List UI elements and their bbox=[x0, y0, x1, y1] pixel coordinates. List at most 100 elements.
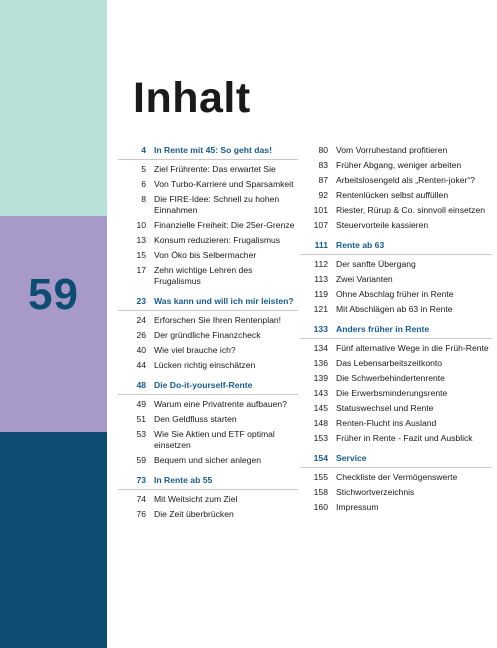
toc-entry-title: Arbeitslosengeld als „Renten-joker“? bbox=[336, 175, 476, 185]
toc-left-column: 4 In Rente mit 45: So geht das! 5 Ziel Früh… bbox=[118, 145, 298, 524]
toc-chapter-entry[interactable]: 154 Service bbox=[300, 453, 492, 464]
chapter-divider bbox=[118, 159, 298, 160]
toc-entry-title: Früher in Rente - Fazit und Ausblick bbox=[336, 433, 473, 443]
toc-page-number: 136 bbox=[313, 358, 328, 368]
toc-page-number: 119 bbox=[314, 289, 328, 299]
toc-entry[interactable]: 155 Checkliste der Vermögenswerte bbox=[300, 472, 492, 483]
toc-page-number: 134 bbox=[313, 343, 328, 353]
toc-entry[interactable]: 121 Mit Abschlägen ab 63 in Rente bbox=[300, 304, 492, 315]
toc-entry-title: Die Erwerbsminderungsrente bbox=[336, 388, 448, 398]
toc-entry[interactable]: 51 Den Geldfluss starten bbox=[118, 414, 298, 425]
toc-entry-title: Die FIRE-Idee: Schnell zu hohen Einnahme… bbox=[154, 194, 280, 215]
toc-page-number: 6 bbox=[141, 179, 146, 189]
toc-page-number: 15 bbox=[136, 250, 146, 260]
toc-entry-title: Rente ab 63 bbox=[336, 240, 385, 250]
toc-entry-title: Der sanfte Übergang bbox=[336, 259, 416, 269]
toc-page-number: 4 bbox=[141, 145, 146, 155]
toc-entry[interactable]: 145 Statuswechsel und Rente bbox=[300, 403, 492, 414]
toc-entry[interactable]: 119 Ohne Abschlag früher in Rente bbox=[300, 289, 492, 300]
toc-page-number: 49 bbox=[136, 399, 146, 409]
toc-chapter-entry[interactable]: 48 Die Do-it-yourself-Rente bbox=[118, 380, 298, 391]
toc-entry-title: Wie viel brauche ich? bbox=[154, 345, 236, 355]
toc-page-number: 92 bbox=[318, 190, 328, 200]
toc-entry-title: Die Do-it-yourself-Rente bbox=[154, 380, 253, 390]
toc-entry-title: Stichwortverzeichnis bbox=[336, 487, 415, 497]
toc-entry[interactable]: 139 Die Schwerbehindertenrente bbox=[300, 373, 492, 384]
color-band-top bbox=[0, 0, 107, 216]
chapter-divider bbox=[300, 254, 492, 255]
toc-chapter-entry[interactable]: 111 Rente ab 63 bbox=[300, 240, 492, 251]
toc-chapter-entry[interactable]: 133 Anders früher in Rente bbox=[300, 324, 492, 335]
toc-entry[interactable]: 44 Lücken richtig einschätzen bbox=[118, 360, 298, 371]
toc-entry-title: In Rente ab 55 bbox=[154, 475, 213, 485]
toc-entry-title: Lücken richtig einschätzen bbox=[154, 360, 256, 370]
toc-entry[interactable]: 143 Die Erwerbsminderungsrente bbox=[300, 388, 492, 399]
toc-entry[interactable]: 76 Die Zeit überbrücken bbox=[118, 509, 298, 520]
toc-entry[interactable]: 113 Zwei Varianten bbox=[300, 274, 492, 285]
toc-page-number: 17 bbox=[136, 265, 146, 275]
toc-page-number: 73 bbox=[136, 475, 146, 485]
toc-entry[interactable]: 5 Ziel Frührente: Das erwartet Sie bbox=[118, 164, 298, 175]
toc-entry[interactable]: 24 Erforschen Sie Ihren Rentenplan! bbox=[118, 315, 298, 326]
toc-entry[interactable]: 112 Der sanfte Übergang bbox=[300, 259, 492, 270]
toc-entry-title: Rentenlücken selbst auffüllen bbox=[336, 190, 449, 200]
toc-entry-title: Erforschen Sie Ihren Rentenplan! bbox=[154, 315, 282, 325]
toc-entry[interactable]: 53 Wie Sie Aktien und ETF optimal einsetz… bbox=[118, 429, 298, 451]
toc-entry[interactable]: 134 Fünf alternative Wege in die Früh-Ren… bbox=[300, 343, 492, 354]
toc-entry[interactable]: 160 Impressum bbox=[300, 502, 492, 513]
toc-entry-title: Finanzielle Freiheit: Die 25er-Grenze bbox=[154, 220, 295, 230]
toc-entry[interactable]: 8 Die FIRE-Idee: Schnell zu hohen Einnahm… bbox=[118, 194, 298, 216]
toc-entry[interactable]: 136 Das Lebensarbeitszeitkonto bbox=[300, 358, 492, 369]
chapter-divider bbox=[300, 338, 492, 339]
toc-entry[interactable]: 15 Von Öko bis Selbermacher bbox=[118, 250, 298, 261]
toc-page-number: 158 bbox=[313, 487, 328, 497]
toc-chapter-entry[interactable]: 23 Was kann und will ich mir leisten? bbox=[118, 296, 298, 307]
toc-entry[interactable]: 87 Arbeitslosengeld als „Renten-joker“? bbox=[300, 175, 492, 186]
toc-entry-title: Impressum bbox=[336, 502, 379, 512]
toc-entry[interactable]: 74 Mit Weitsicht zum Ziel bbox=[118, 494, 298, 505]
toc-entry[interactable]: 17 Zehn wichtige Lehren des Frugalismus bbox=[118, 265, 298, 287]
toc-entry[interactable]: 10 Finanzielle Freiheit: Die 25er-Grenze bbox=[118, 220, 298, 231]
toc-entry[interactable]: 49 Warum eine Privatrente aufbauen? bbox=[118, 399, 298, 410]
toc-entry[interactable]: 40 Wie viel brauche ich? bbox=[118, 345, 298, 356]
toc-entry-title: Von Turbo-Karriere und Sparsamkeit bbox=[154, 179, 294, 189]
toc-entry-title: Ziel Frührente: Das erwartet Sie bbox=[154, 164, 276, 174]
toc-entry[interactable]: 148 Renten-Flucht ins Ausland bbox=[300, 418, 492, 429]
toc-entry-title: Konsum reduzieren: Frugalismus bbox=[154, 235, 281, 245]
toc-entry-title: Mit Abschlägen ab 63 in Rente bbox=[336, 304, 453, 314]
toc-entry[interactable]: 83 Früher Abgang, weniger arbeiten bbox=[300, 160, 492, 171]
toc-page-number: 112 bbox=[314, 259, 328, 269]
toc-page-number: 48 bbox=[136, 380, 146, 390]
toc-chapter-entry[interactable]: 73 In Rente ab 55 bbox=[118, 475, 298, 486]
toc-page-number: 83 bbox=[318, 160, 328, 170]
chapter-divider bbox=[118, 489, 298, 490]
toc-page-number: 145 bbox=[313, 403, 328, 413]
toc-entry[interactable]: 92 Rentenlücken selbst auffüllen bbox=[300, 190, 492, 201]
chapter-divider bbox=[300, 467, 492, 468]
toc-page-number: 121 bbox=[313, 304, 328, 314]
toc-entry[interactable]: 80 Vom Vorruhestand profitieren bbox=[300, 145, 492, 156]
toc-page-number: 113 bbox=[314, 274, 328, 284]
toc-entry[interactable]: 107 Steuervorteile kassieren bbox=[300, 220, 492, 231]
toc-entry[interactable]: 59 Bequem und sicher anlegen bbox=[118, 455, 298, 466]
toc-entry-title: Warum eine Privatrente aufbauen? bbox=[154, 399, 287, 409]
toc-entry[interactable]: 26 Der gründliche Finanzcheck bbox=[118, 330, 298, 341]
toc-chapter-entry[interactable]: 4 In Rente mit 45: So geht das! bbox=[118, 145, 298, 156]
toc-page-number: 133 bbox=[313, 324, 328, 334]
toc-entry[interactable]: 153 Früher in Rente - Fazit und Ausblick bbox=[300, 433, 492, 444]
toc-entry-title: Statuswechsel und Rente bbox=[336, 403, 434, 413]
toc-page-number: 101 bbox=[313, 205, 328, 215]
toc-entry[interactable]: 158 Stichwortverzeichnis bbox=[300, 487, 492, 498]
toc-page-number: 80 bbox=[318, 145, 328, 155]
toc-entry-title: Anders früher in Rente bbox=[336, 324, 430, 334]
toc-entry-title: Mit Weitsicht zum Ziel bbox=[154, 494, 238, 504]
toc-entry[interactable]: 13 Konsum reduzieren: Frugalismus bbox=[118, 235, 298, 246]
color-band-bottom bbox=[0, 432, 107, 648]
toc-page-number: 5 bbox=[141, 164, 146, 174]
toc-entry-title: Ohne Abschlag früher in Rente bbox=[336, 289, 454, 299]
toc-entry-title: Zwei Varianten bbox=[336, 274, 393, 284]
toc-entry-title: Vom Vorruhestand profitieren bbox=[336, 145, 448, 155]
toc-entry[interactable]: 6 Von Turbo-Karriere und Sparsamkeit bbox=[118, 179, 298, 190]
toc-entry[interactable]: 101 Riester, Rürup & Co. sinnvoll einsetz… bbox=[300, 205, 492, 216]
toc-page-number: 10 bbox=[136, 220, 146, 230]
